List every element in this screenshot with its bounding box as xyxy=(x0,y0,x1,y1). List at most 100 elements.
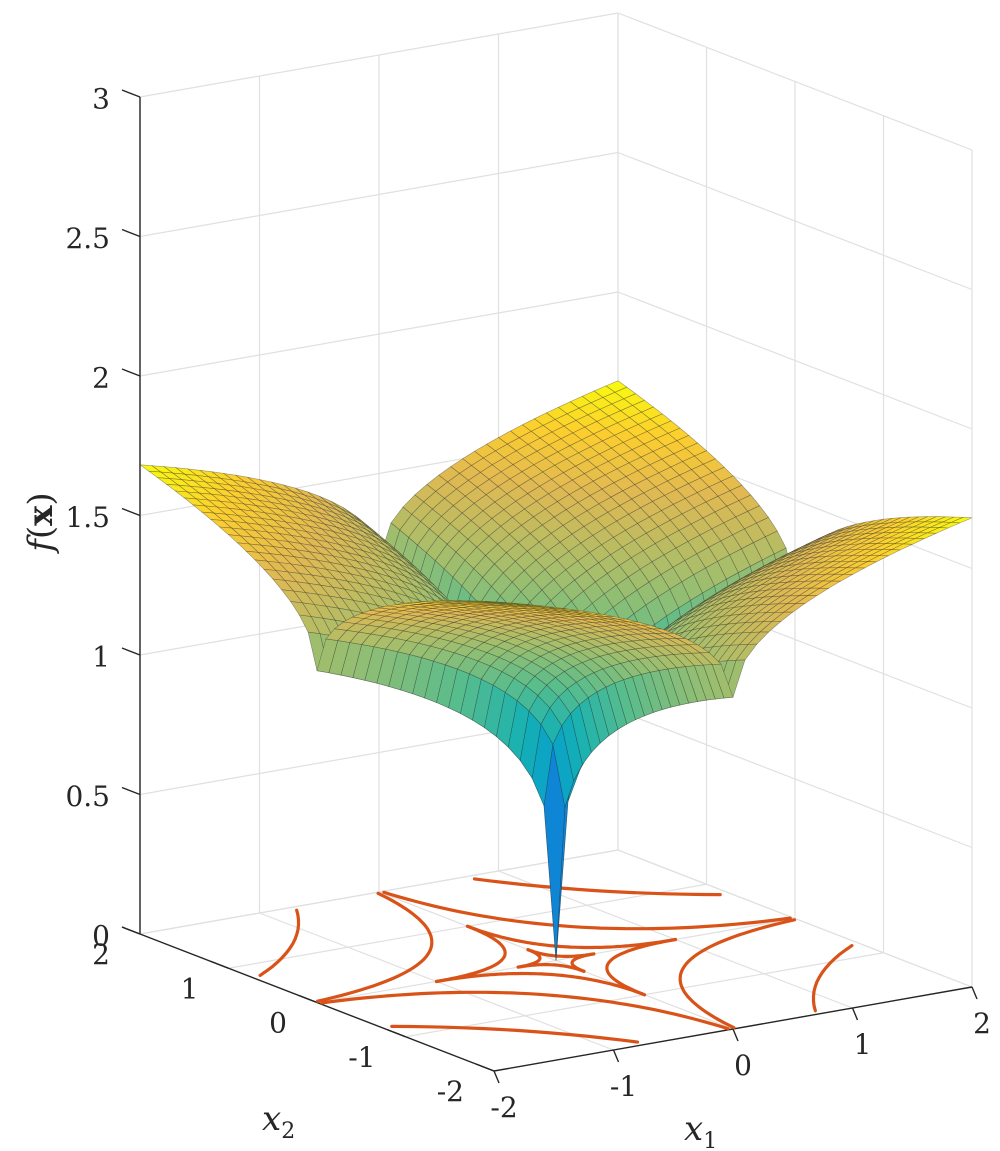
surface-patch xyxy=(580,480,603,496)
surface-patch xyxy=(654,536,677,556)
surface-patch xyxy=(578,402,601,416)
surface-patch xyxy=(586,453,609,468)
surface-patch xyxy=(393,610,415,615)
surface-patch xyxy=(615,576,638,599)
z-tick-mark xyxy=(121,89,141,98)
surface-patch xyxy=(313,604,336,621)
surface-patch xyxy=(643,646,666,657)
contour-line xyxy=(472,877,722,897)
surface-patch xyxy=(485,543,507,565)
surface-patch xyxy=(382,588,406,604)
surface-patch xyxy=(363,614,387,621)
surface-patch xyxy=(648,510,671,527)
surface-patch xyxy=(506,437,529,452)
x1-tick-label: 2 xyxy=(973,1007,991,1040)
z-tick-label: 1 xyxy=(92,641,110,674)
surface-patch xyxy=(611,398,634,412)
surface-patch xyxy=(372,539,394,554)
contour-line xyxy=(382,890,792,931)
surface-patch xyxy=(610,490,633,506)
surface-patch xyxy=(862,532,884,539)
surface-patch xyxy=(811,561,833,569)
surface-patch xyxy=(707,601,729,613)
surface-patch xyxy=(699,528,722,548)
surface-patch xyxy=(254,559,277,571)
surface-patch xyxy=(467,600,489,603)
z-tick-label: 2 xyxy=(92,362,110,395)
x2-tick-mark xyxy=(210,960,229,969)
surface-patch xyxy=(569,651,592,663)
surface-patch xyxy=(458,600,480,602)
z-tick-label: 2.5 xyxy=(65,222,110,255)
x1-tick-mark xyxy=(732,1028,739,1042)
surface-patch xyxy=(509,606,531,609)
surface-patch xyxy=(408,604,430,608)
surface-patch xyxy=(880,517,902,524)
z-tick-label: 0.5 xyxy=(65,780,110,813)
contour-line xyxy=(434,971,647,997)
x2-tick-label: -1 xyxy=(348,1041,375,1074)
surface-patch xyxy=(449,600,471,602)
surface-patch xyxy=(687,477,710,493)
surface-patch xyxy=(927,527,949,534)
surface-patch xyxy=(294,506,316,517)
surface-patch xyxy=(746,573,768,584)
surface-patch xyxy=(491,633,515,642)
z-tick-mark xyxy=(121,786,141,796)
surface-patch xyxy=(673,447,696,462)
contour-line xyxy=(570,952,596,973)
surface-patch xyxy=(497,601,518,604)
surface-patch xyxy=(512,633,536,642)
surface-patch xyxy=(387,604,409,608)
surface-patch xyxy=(693,567,715,594)
surface-patch xyxy=(521,607,543,611)
surface-patch xyxy=(399,619,423,626)
surface-patch xyxy=(386,558,409,573)
surface-patch xyxy=(397,585,421,602)
surface-patch xyxy=(370,607,391,612)
surface-patch xyxy=(584,672,607,693)
surface-patch xyxy=(821,573,845,582)
surface-patch xyxy=(335,549,358,562)
surface-patch xyxy=(692,617,715,631)
surface-patch xyxy=(399,605,421,609)
surface-patch xyxy=(455,538,478,561)
surface-patch xyxy=(829,544,851,552)
surface-patch xyxy=(787,574,809,583)
surface-patch xyxy=(580,535,603,553)
surface-patch xyxy=(470,576,492,605)
surface-patch xyxy=(894,537,916,545)
z-tick-mark xyxy=(121,228,141,238)
surface-patch xyxy=(440,600,462,603)
surface-patch xyxy=(865,527,887,534)
surface-patch xyxy=(747,631,770,645)
surface-patch xyxy=(477,652,500,667)
surface-patch xyxy=(488,525,510,545)
x1-axis-label: x1 xyxy=(684,1109,717,1151)
contour-line xyxy=(258,908,301,978)
surface-patch xyxy=(744,522,766,544)
surface-patch xyxy=(842,567,866,575)
surface-patch xyxy=(536,622,558,628)
surface-patch xyxy=(159,471,183,480)
surface-patch xyxy=(480,665,503,686)
surface-patch xyxy=(530,425,553,439)
surface-patch xyxy=(696,486,719,503)
surface-patch xyxy=(909,526,931,534)
z-tick-mark xyxy=(121,368,141,377)
contour-line xyxy=(605,937,678,997)
surface-patch xyxy=(275,514,299,525)
surface-patch xyxy=(687,644,711,654)
surface-patch xyxy=(488,604,510,608)
surface-patch xyxy=(474,641,497,653)
surface-patch xyxy=(879,549,901,557)
surface-patch xyxy=(731,574,753,586)
surface-patch xyxy=(327,519,349,531)
surface-patch xyxy=(521,615,543,621)
surface-patch xyxy=(204,505,227,515)
surface-patch xyxy=(522,661,545,677)
surface-patch xyxy=(488,471,511,487)
surface-patch xyxy=(162,466,186,475)
surface-patch xyxy=(494,443,517,459)
surface-patch xyxy=(432,498,454,517)
